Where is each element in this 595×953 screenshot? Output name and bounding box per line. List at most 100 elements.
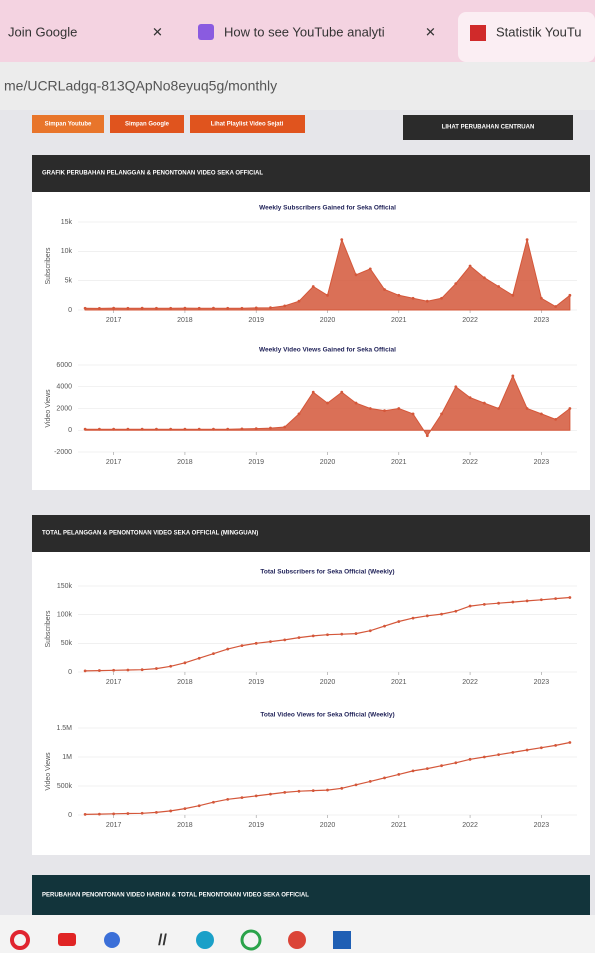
x-tick-label: 2022: [462, 317, 478, 324]
point: [184, 661, 187, 664]
point: [454, 761, 457, 764]
point: [84, 428, 87, 431]
tab[interactable]: Join Google: [8, 24, 77, 39]
x-tick-label: 2018: [177, 679, 193, 686]
point: [440, 764, 443, 767]
point: [355, 402, 358, 405]
y-tick-label: 10k: [61, 248, 73, 255]
screen: Join Google ✕ How to see YouTube analyti…: [0, 0, 595, 953]
button-label[interactable]: Simpan Google: [125, 122, 170, 128]
point: [383, 776, 386, 779]
point: [540, 297, 543, 300]
point: [127, 428, 130, 431]
point: [84, 669, 87, 672]
point: [298, 636, 301, 639]
point: [383, 288, 386, 291]
point: [340, 391, 343, 394]
card: [32, 552, 590, 855]
x-tick-label: 2017: [106, 317, 122, 324]
point: [155, 428, 158, 431]
point: [355, 632, 358, 635]
y-tick-label: 1M: [62, 754, 72, 761]
button-label[interactable]: Simpan Youtube: [45, 122, 92, 128]
tab-close[interactable]: ✕: [152, 24, 163, 39]
point: [554, 597, 557, 600]
y-tick-label: 500k: [57, 783, 73, 790]
point: [440, 613, 443, 616]
point: [283, 638, 286, 641]
point: [469, 605, 472, 608]
button-label[interactable]: Lihat Playlist Video Sejati: [211, 122, 284, 128]
point: [212, 801, 215, 804]
point: [326, 294, 329, 297]
point: [440, 297, 443, 300]
point: [412, 297, 415, 300]
y-tick-label: -2000: [54, 449, 72, 456]
point: [241, 796, 244, 799]
y-axis-label: Video Views: [45, 752, 52, 791]
point: [169, 665, 172, 668]
button-label[interactable]: LIHAT PERUBAHAN CENTRUAN: [442, 125, 535, 131]
chart-title: Total Video Views for Seka Official (Wee…: [260, 712, 394, 719]
x-tick-label: 2019: [248, 679, 264, 686]
x-tick-label: 2019: [248, 317, 264, 324]
point: [412, 413, 415, 416]
point: [112, 669, 115, 672]
point: [568, 741, 571, 744]
point: [497, 602, 500, 605]
y-tick-label: 0: [68, 812, 72, 819]
app-icon[interactable]: //: [158, 932, 167, 949]
point: [397, 620, 400, 623]
point: [298, 413, 301, 416]
point: [212, 428, 215, 431]
app-icon[interactable]: [333, 931, 351, 949]
app-icon[interactable]: [196, 931, 214, 949]
app-icon[interactable]: [288, 931, 306, 949]
point: [127, 669, 130, 672]
tab-icon: [470, 25, 486, 41]
point: [497, 285, 500, 288]
tab[interactable]: How to see YouTube analyti: [224, 24, 385, 39]
point: [312, 391, 315, 394]
point: [141, 307, 144, 310]
point: [298, 790, 301, 793]
y-tick-label: 100k: [57, 612, 73, 619]
x-tick-label: 2020: [320, 459, 336, 466]
app-icon[interactable]: [58, 933, 76, 946]
page: Join Google ✕ How to see YouTube analyti…: [0, 0, 595, 953]
point: [155, 811, 158, 814]
app-icon[interactable]: [104, 932, 120, 948]
point: [198, 428, 201, 431]
x-tick-label: 2021: [391, 459, 407, 466]
point: [440, 413, 443, 416]
point: [454, 282, 457, 285]
point: [98, 669, 101, 672]
point: [340, 633, 343, 636]
tab-close[interactable]: ✕: [425, 24, 436, 39]
point: [511, 374, 514, 377]
point: [497, 407, 500, 410]
chart-title: Weekly Video Views Gained for Seka Offic…: [259, 347, 396, 354]
point: [184, 807, 187, 810]
x-tick-label: 2022: [462, 679, 478, 686]
x-tick-label: 2019: [248, 459, 264, 466]
point: [283, 791, 286, 794]
point: [540, 746, 543, 749]
url[interactable]: me/UCRLadgq-813QApNo8eyuq5g/monthly: [4, 78, 277, 94]
point: [198, 307, 201, 310]
y-axis-label: Subscribers: [45, 247, 52, 284]
point: [426, 434, 429, 437]
tab[interactable]: Statistik YouTu: [496, 24, 582, 39]
point: [340, 787, 343, 790]
y-tick-label: 6000: [56, 362, 72, 369]
point: [226, 798, 229, 801]
point: [141, 668, 144, 671]
point: [155, 667, 158, 670]
point: [283, 304, 286, 307]
y-tick-label: 0: [68, 669, 72, 676]
point: [226, 307, 229, 310]
point: [483, 603, 486, 606]
point: [412, 617, 415, 620]
point: [454, 610, 457, 613]
point: [554, 305, 557, 308]
